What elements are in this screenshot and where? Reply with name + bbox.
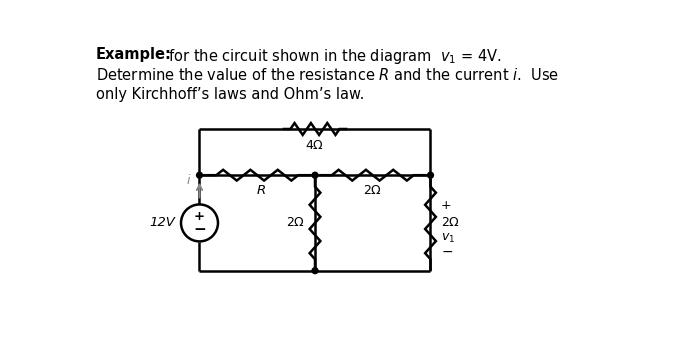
Text: 12V: 12V bbox=[150, 216, 176, 229]
Text: $i$: $i$ bbox=[187, 173, 192, 187]
Text: −: − bbox=[193, 222, 206, 237]
Text: Example:: Example: bbox=[96, 48, 172, 62]
Text: −: − bbox=[441, 245, 453, 259]
Text: $R$: $R$ bbox=[256, 184, 266, 197]
Circle shape bbox=[196, 172, 203, 178]
Text: $2\Omega$: $2\Omega$ bbox=[286, 216, 305, 229]
Text: $2\Omega$: $2\Omega$ bbox=[363, 184, 382, 197]
Circle shape bbox=[312, 172, 318, 178]
Text: +: + bbox=[194, 210, 205, 223]
Text: +: + bbox=[440, 200, 451, 213]
Text: $2\Omega$: $2\Omega$ bbox=[440, 216, 460, 229]
Circle shape bbox=[312, 268, 318, 274]
Circle shape bbox=[428, 172, 433, 178]
Text: for the circuit shown in the diagram  $v_1$ = 4V.: for the circuit shown in the diagram $v_… bbox=[158, 48, 502, 66]
Text: $v_1$: $v_1$ bbox=[440, 232, 455, 245]
Text: $4\Omega$: $4\Omega$ bbox=[305, 139, 325, 152]
Text: Determine the value of the resistance $R$ and the current $i$.  Use: Determine the value of the resistance $R… bbox=[96, 67, 559, 83]
Text: only Kirchhoff’s laws and Ohm’s law.: only Kirchhoff’s laws and Ohm’s law. bbox=[96, 87, 364, 102]
